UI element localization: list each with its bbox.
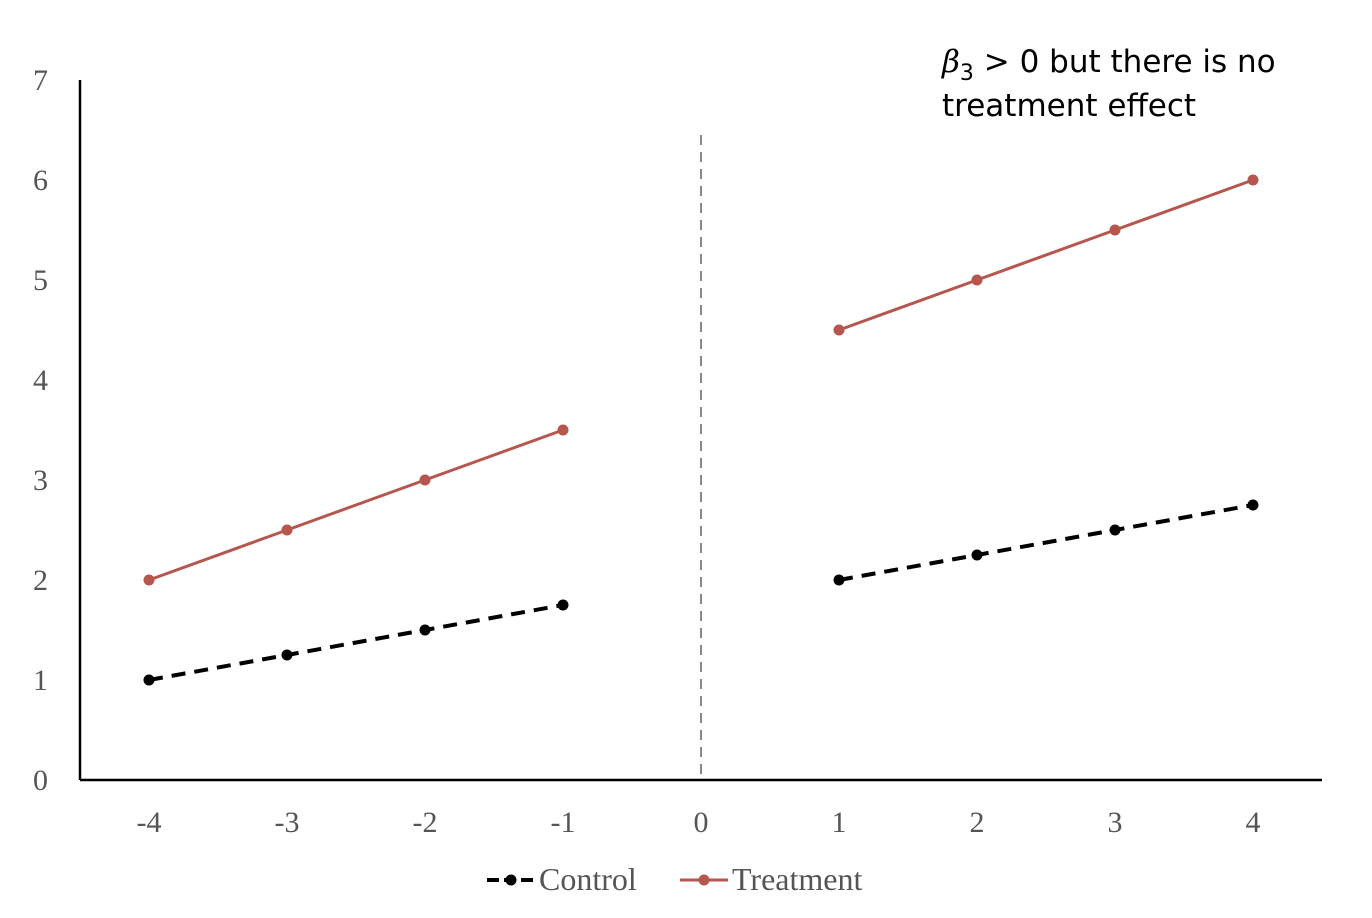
x-tick-label: -4	[137, 806, 162, 839]
y-tick-label: 3	[33, 464, 48, 497]
treatment-point	[557, 424, 569, 436]
treatment-point	[833, 324, 845, 336]
control-point	[281, 649, 293, 661]
treatment-point	[971, 274, 983, 286]
treatment-line-segment	[838, 178, 1254, 332]
treatment-point	[419, 474, 431, 486]
series-treatment	[143, 174, 1259, 586]
legend-control-label: Control	[539, 861, 637, 897]
y-tick-label: 7	[33, 64, 48, 97]
legend: Control Treatment	[487, 861, 862, 897]
control-point	[1247, 499, 1259, 511]
x-tick-label: 1	[832, 806, 847, 839]
control-point	[833, 574, 845, 586]
legend-control-marker	[505, 874, 517, 886]
legend-treatment-marker	[698, 874, 710, 886]
control-line-segment	[148, 603, 564, 682]
treatment-point	[143, 574, 155, 586]
control-point	[557, 599, 569, 611]
x-tick-label: 0	[694, 806, 709, 839]
x-tick-label: 4	[1246, 806, 1261, 839]
annotation-line-2: treatment effect	[942, 88, 1196, 124]
y-tick-label: 5	[33, 264, 48, 297]
x-tick-label: -3	[275, 806, 300, 839]
x-tick-label: 3	[1108, 806, 1123, 839]
y-tick-label: 6	[33, 164, 48, 197]
series-control	[143, 499, 1259, 686]
control-point	[971, 549, 983, 561]
y-tick-labels: 0 1 2 3 4 5 6 7	[33, 64, 48, 797]
x-tick-label: -1	[551, 806, 576, 839]
x-tick-label: -2	[413, 806, 438, 839]
series-layer	[143, 174, 1259, 686]
y-tick-label: 2	[33, 564, 48, 597]
x-tick-label: 2	[970, 806, 985, 839]
y-tick-label: 4	[33, 364, 48, 397]
x-tick-labels: -4 -3 -2 -1 0 1 2 3 4	[137, 806, 1261, 839]
y-tick-label: 1	[33, 664, 48, 697]
control-point	[143, 674, 155, 686]
treatment-line-segment	[148, 428, 564, 582]
treatment-point	[281, 524, 293, 536]
control-point	[1109, 524, 1121, 536]
treatment-point	[1247, 174, 1259, 186]
y-tick-label: 0	[33, 764, 48, 797]
legend-treatment-label: Treatment	[732, 861, 862, 897]
control-point	[419, 624, 431, 636]
annotation-text: > 0 but there is no	[974, 44, 1276, 80]
treatment-point	[1109, 224, 1121, 236]
annotation-beta: β	[941, 44, 960, 80]
annotation-line-1: β3 > 0 but there is no	[941, 44, 1276, 86]
control-line-segment	[838, 503, 1254, 582]
annotation-subscript: 3	[960, 61, 974, 86]
